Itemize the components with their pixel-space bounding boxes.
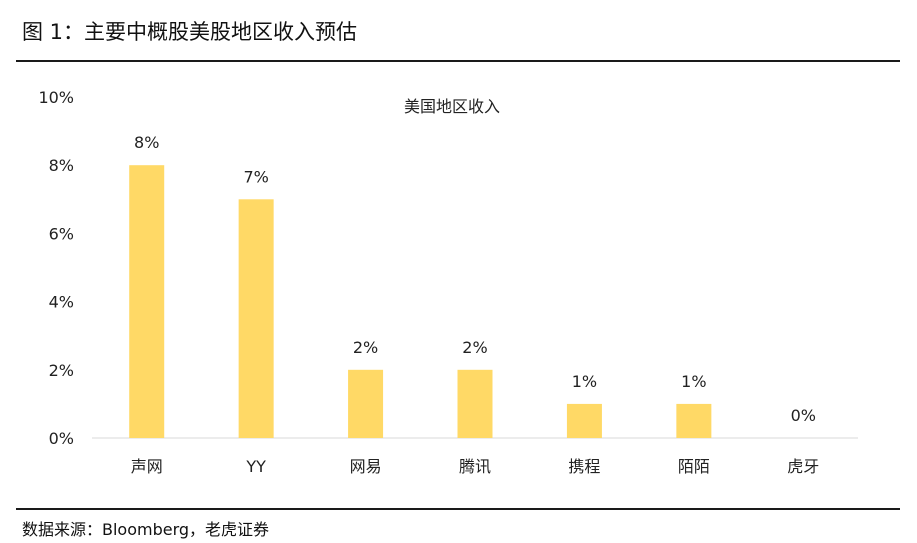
data-label: 1% — [572, 372, 597, 391]
y-tick-label: 4% — [49, 293, 74, 312]
y-tick-label: 6% — [49, 224, 74, 243]
category-label: 陌陌 — [678, 457, 710, 476]
category-label: 携程 — [568, 457, 600, 476]
data-label: 7% — [243, 167, 268, 186]
category-labels-group: 声网 YY 网易 腾讯 携程 陌陌 虎牙 — [131, 457, 820, 476]
y-tick-label: 10% — [38, 88, 74, 107]
source-note: 数据来源：Bloomberg，老虎证券 — [22, 520, 270, 539]
category-label: 网易 — [350, 457, 382, 476]
bar — [129, 165, 165, 438]
y-tick-label: 2% — [49, 361, 74, 380]
data-label: 2% — [462, 338, 487, 357]
bars-group — [129, 165, 712, 438]
y-tick-label: 0% — [49, 429, 74, 448]
bar — [457, 369, 493, 438]
bar — [238, 199, 274, 438]
data-label: 2% — [353, 338, 378, 357]
top-rule — [16, 60, 900, 62]
chart-title: 美国地区收入 — [404, 97, 500, 116]
data-label: 1% — [681, 372, 706, 391]
bottom-rule — [16, 508, 900, 510]
y-axis-ticks: 0% 2% 4% 6% 8% 10% — [38, 88, 74, 448]
bar — [566, 403, 602, 438]
category-label: YY — [245, 457, 266, 476]
y-tick-label: 8% — [49, 156, 74, 175]
category-label: 腾讯 — [459, 457, 491, 476]
data-label: 8% — [134, 133, 159, 152]
data-label: 0% — [791, 406, 816, 425]
figure-title: 图 1：主要中概股美股地区收入预估 — [22, 20, 358, 44]
category-label: 声网 — [131, 457, 163, 476]
bar — [348, 369, 384, 438]
bar — [676, 403, 712, 438]
category-label: 虎牙 — [787, 457, 819, 476]
data-labels-group: 8% 7% 2% 2% 1% 1% 0% — [134, 133, 816, 425]
